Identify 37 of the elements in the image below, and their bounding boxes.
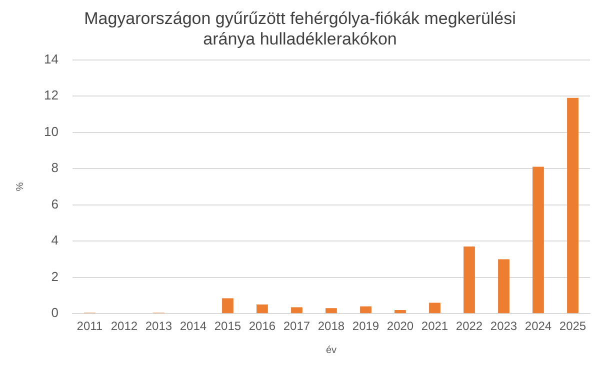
x-axis-title: év bbox=[326, 344, 337, 356]
y-tick-label: 10 bbox=[44, 124, 58, 139]
x-tick-label: 2017 bbox=[283, 319, 310, 334]
y-axis-title: % bbox=[14, 182, 26, 192]
x-tick-label: 2016 bbox=[248, 319, 276, 334]
x-tick-label: 2019 bbox=[352, 319, 380, 334]
bar bbox=[429, 302, 440, 314]
x-tick-label: 2014 bbox=[180, 319, 207, 334]
x-tick-label: 2022 bbox=[456, 319, 483, 334]
bar bbox=[360, 306, 372, 314]
y-tick-label: 0 bbox=[51, 305, 58, 320]
y-tick-label: 6 bbox=[51, 196, 58, 212]
x-tick-label: 2011 bbox=[76, 319, 103, 334]
y-tick-label: 4 bbox=[51, 232, 58, 248]
chart-title: Magyarországon gyűrűzött fehérgólya-fiókák megkerülési aránya hulladéklerakókon bbox=[84, 8, 516, 48]
bar bbox=[567, 98, 578, 314]
y-tick-label: 2 bbox=[51, 268, 58, 284]
x-tick-label: 2025 bbox=[559, 319, 586, 334]
x-tick-label: 2021 bbox=[421, 319, 448, 334]
x-tick-label: 2012 bbox=[110, 319, 138, 334]
x-tick-label: 2015 bbox=[214, 319, 242, 334]
bar bbox=[222, 298, 234, 314]
bar bbox=[394, 310, 406, 314]
bar bbox=[291, 307, 302, 314]
y-tick-label: 14 bbox=[44, 51, 58, 66]
bar bbox=[498, 259, 510, 314]
x-tick-label: 2013 bbox=[145, 319, 172, 334]
x-tick-label: 2018 bbox=[318, 319, 345, 334]
x-tick-label: 2023 bbox=[490, 319, 518, 334]
x-tick-label: 2024 bbox=[524, 319, 552, 334]
bar bbox=[326, 308, 337, 314]
y-tick-label: 8 bbox=[51, 160, 58, 176]
bar bbox=[464, 246, 475, 314]
x-tick-label: 2020 bbox=[386, 319, 414, 334]
bar bbox=[532, 166, 544, 314]
bar bbox=[256, 304, 268, 314]
y-tick-label: 12 bbox=[44, 88, 58, 103]
